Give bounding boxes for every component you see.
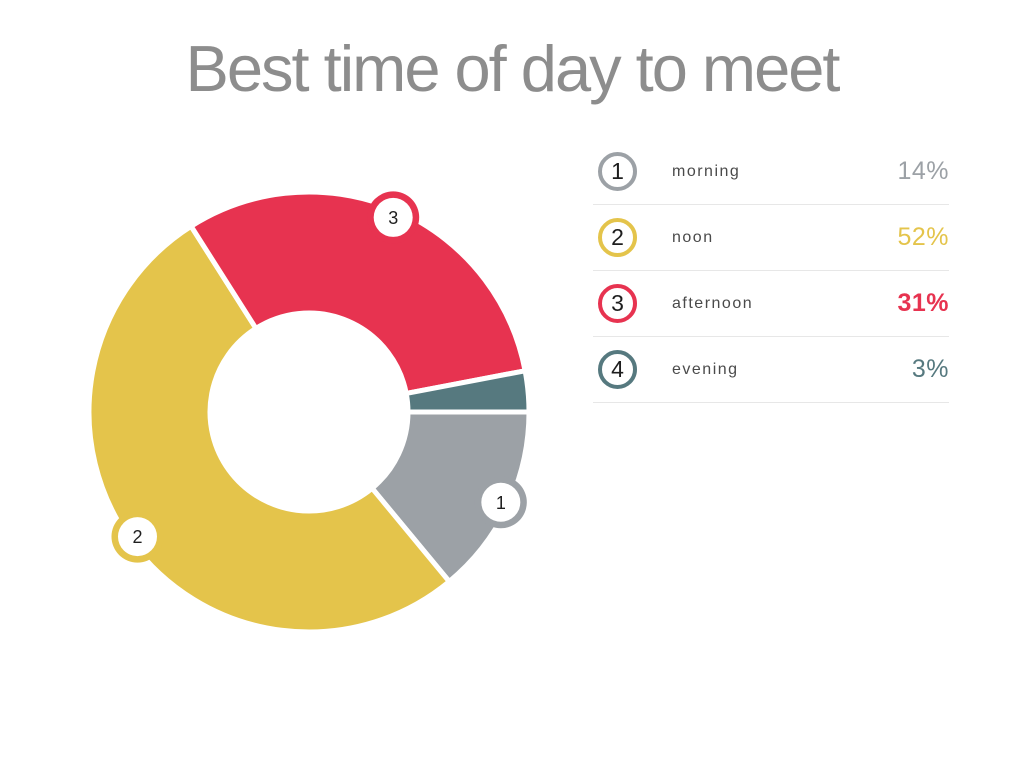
donut-slice-morning [369,409,532,585]
legend-label: evening [672,360,739,378]
legend-ring-2: 2 [598,218,637,257]
slice-badge-face-afternoon [373,197,413,237]
legend-ring-4: 4 [598,350,637,389]
chart-legend: 1 morning 14% 2 noon 52% 3 afternoon 31%… [593,139,949,403]
legend-value-4: 3% [911,355,949,383]
legend-label: noon [672,228,714,246]
slice-badge-number-noon: 2 [132,527,142,547]
legend-number: 3 [611,290,624,316]
legend-row-evening: 4 evening 3% [593,337,949,403]
legend-number: 1 [611,158,624,184]
slice-badge-number-morning: 1 [496,493,506,513]
legend-value-2: 52% [897,223,949,251]
legend-value-3: 31% [897,289,949,317]
slice-badge-face-morning [481,482,521,522]
legend-row-noon: 2 noon 52% [593,205,949,271]
donut-slice-noon [86,223,452,635]
chart-title: Best time of day to meet [185,32,841,105]
legend-value-1: 14% [897,157,949,185]
legend-number: 4 [611,356,624,382]
donut-slice-afternoon [188,189,528,396]
legend-number: 2 [611,224,624,250]
legend-row-afternoon: 3 afternoon 31% [593,271,949,337]
legend-ring-3: 3 [598,284,637,323]
legend-ring-1: 1 [598,152,637,191]
legend-label: afternoon [672,294,754,312]
donut-slice-evening [403,368,532,415]
legend-label: morning [672,162,741,180]
slice-badge-face-noon [117,517,157,557]
legend-row-morning: 1 morning 14% [593,139,949,205]
slice-badge-number-afternoon: 3 [388,208,398,228]
